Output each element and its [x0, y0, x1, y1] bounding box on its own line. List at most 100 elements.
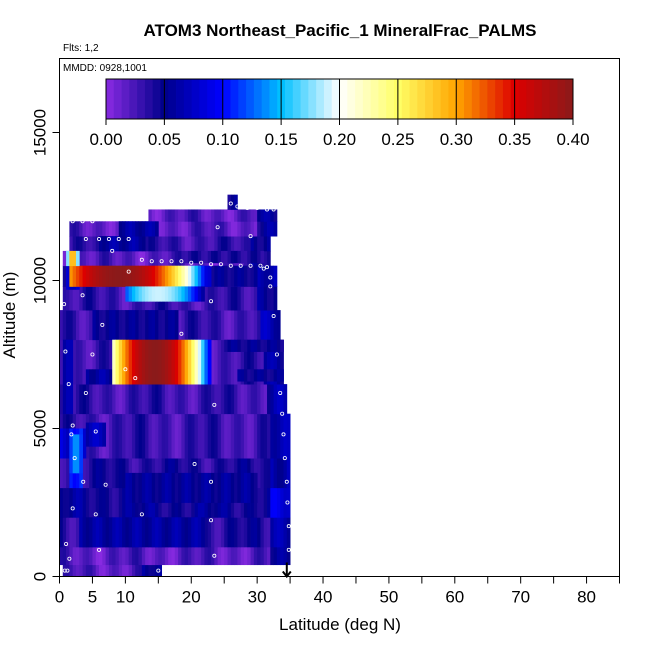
colorbar-tick-label: 0.10 [206, 130, 239, 149]
heatmap-cell [227, 265, 232, 287]
heatmap-cell [102, 236, 107, 252]
heatmap-cell [247, 286, 251, 311]
heatmap-cell [151, 286, 156, 302]
trajectory-point [169, 259, 174, 264]
heatmap-cell [141, 265, 146, 287]
heatmap-cell [85, 236, 90, 252]
heatmap-cell [131, 236, 136, 252]
heatmap-cell [158, 472, 163, 503]
heatmap-cell [247, 310, 251, 341]
heatmap-cell [257, 458, 261, 489]
heatmap-cell [135, 250, 139, 267]
heatmap-cell [207, 310, 212, 341]
heatmap-cell [197, 413, 202, 459]
heatmap-cell [108, 458, 113, 489]
heatmap-cell [260, 369, 265, 382]
heatmap-cell [214, 339, 219, 385]
trajectory-point [255, 205, 260, 210]
heatmap-cell [145, 265, 149, 287]
heatmap-cell [220, 339, 225, 385]
heatmap-cell [115, 236, 120, 252]
heatmap-cell [141, 310, 146, 341]
heatmap-cell [230, 250, 235, 264]
heatmap-cell [112, 236, 116, 252]
heatmap-cell [85, 265, 90, 287]
heatmap-cell [75, 487, 80, 518]
colorbar-swatch [518, 79, 527, 119]
heatmap-cell [224, 209, 228, 222]
heatmap-cell [194, 546, 199, 566]
heatmap-cell [227, 209, 232, 222]
heatmap-cell [148, 384, 153, 415]
heatmap-cell [187, 265, 192, 287]
trajectory-point [83, 237, 88, 242]
x-tick-label: 50 [379, 588, 398, 607]
heatmap-cell [178, 546, 182, 566]
heatmap-cell [253, 517, 258, 548]
trajectory-point [212, 402, 217, 407]
heatmap-cell [141, 564, 146, 577]
heatmap-cell [220, 286, 225, 311]
heatmap-cell [72, 339, 77, 385]
trajectory-point [284, 479, 289, 484]
heatmap-cell [75, 236, 80, 252]
heatmap-cell [194, 250, 199, 264]
heatmap-cell [257, 339, 261, 352]
heatmap-cell [260, 517, 265, 548]
heatmap-cell [99, 422, 103, 447]
heatmap-cell [105, 250, 110, 267]
heatmap-cell [108, 236, 113, 252]
heatmap-cell [164, 221, 169, 237]
heatmap-cell [131, 221, 136, 237]
heatmap-cell [207, 250, 212, 264]
heatmap-cell [79, 384, 83, 415]
colorbar-tick-label: 0.05 [148, 130, 181, 149]
heatmap-cell [82, 221, 87, 237]
trajectory-point [248, 234, 253, 239]
heatmap-cell [260, 339, 265, 385]
colorbar-swatch [541, 79, 551, 119]
heatmap-cell [125, 413, 130, 459]
heatmap-cell [158, 286, 163, 302]
x-tick-label: 60 [445, 588, 464, 607]
heatmap-cell [158, 310, 163, 341]
heatmap-cell [135, 472, 139, 503]
heatmap-cell [250, 265, 255, 287]
heatmap-cell [234, 546, 238, 566]
heatmap-cell [135, 265, 139, 287]
heatmap-cell [75, 434, 80, 474]
trajectory-point [156, 568, 161, 573]
heatmap-cell [174, 286, 179, 302]
heatmap-cell [250, 339, 255, 385]
heatmap-cell [217, 286, 222, 311]
heatmap-cell [164, 384, 169, 415]
heatmap-cell [122, 413, 126, 459]
heatmap-cell [69, 564, 74, 577]
trajectory-point [245, 205, 250, 210]
heatmap-cell [168, 265, 172, 287]
heatmap-cell [201, 517, 205, 548]
heatmap-cell [108, 546, 113, 566]
heatmap-cell [72, 250, 77, 267]
heatmap-cell [161, 209, 166, 222]
heatmap-cell [253, 286, 258, 311]
heatmap-cell [217, 517, 222, 548]
heatmap-cell [257, 310, 261, 341]
heatmap-cell [118, 546, 123, 566]
colorbar-swatch [191, 79, 200, 119]
heatmap-cell [85, 339, 90, 385]
heatmap-cell [240, 265, 245, 287]
heatmap-cell [151, 546, 156, 566]
heatmap-cell [145, 517, 149, 548]
heatmap-cell [217, 236, 222, 252]
heatmap-cell [82, 546, 87, 566]
heatmap-cell [102, 517, 107, 548]
heatmap-cell [105, 286, 110, 311]
heatmap-cell [62, 428, 67, 459]
heatmap-cell [59, 517, 64, 548]
heatmap-cell [237, 339, 242, 352]
heatmap-cell [240, 369, 245, 382]
heatmap-cell [174, 546, 179, 566]
colorbar-swatch [464, 79, 473, 119]
colorbar-swatch [222, 79, 231, 119]
